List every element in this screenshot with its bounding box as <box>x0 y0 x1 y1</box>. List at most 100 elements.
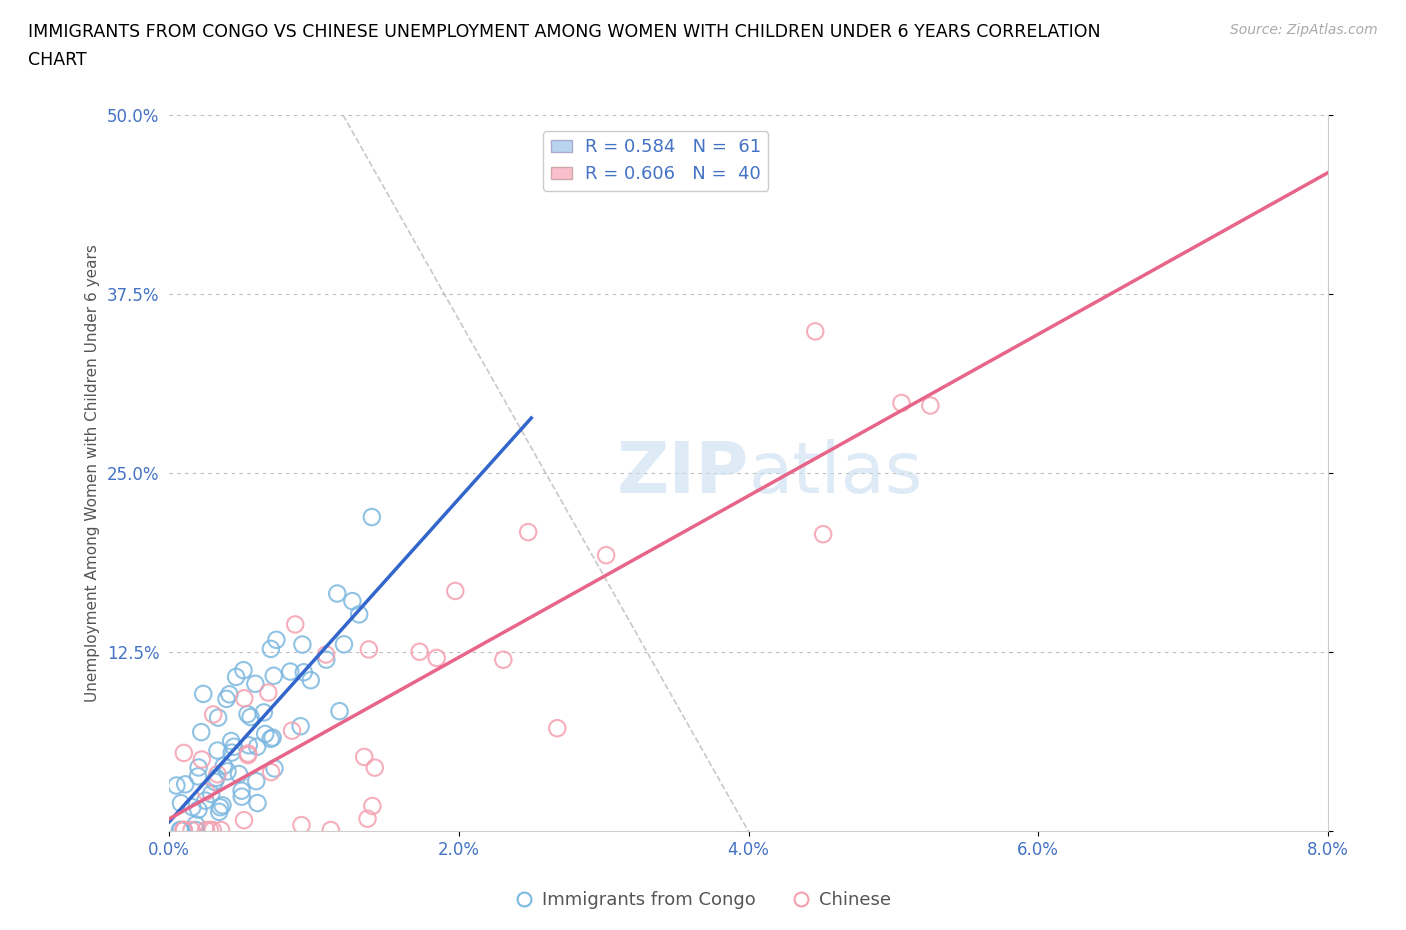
Point <box>811 526 834 541</box>
Point <box>209 800 232 815</box>
Point <box>207 767 229 782</box>
Point <box>207 743 229 758</box>
Point <box>236 746 259 761</box>
Point <box>165 778 187 793</box>
Point <box>292 665 315 680</box>
Text: atlas: atlas <box>748 439 922 508</box>
Point <box>245 774 267 789</box>
Text: Source: ZipAtlas.com: Source: ZipAtlas.com <box>1230 23 1378 37</box>
Point <box>184 817 207 831</box>
Point <box>290 817 312 832</box>
Point <box>181 800 204 815</box>
Point <box>595 548 617 563</box>
Point <box>187 760 209 775</box>
Point <box>290 719 312 734</box>
Point <box>517 525 540 539</box>
Point <box>218 687 240 702</box>
Point <box>217 764 239 778</box>
Point <box>233 813 256 828</box>
Legend: R = 0.584   N =  61, R = 0.606   N =  40: R = 0.584 N = 61, R = 0.606 N = 40 <box>543 131 768 191</box>
Point <box>444 583 467 598</box>
Point <box>426 650 449 665</box>
Point <box>347 607 370 622</box>
Point <box>319 823 342 838</box>
Point <box>219 734 242 749</box>
Point <box>236 707 259 722</box>
Point <box>228 766 250 781</box>
Point <box>253 705 276 720</box>
Point <box>169 823 191 838</box>
Point <box>170 823 193 838</box>
Text: Unemployment Among Women with Children Under 6 years: Unemployment Among Women with Children U… <box>86 245 100 702</box>
Point <box>315 647 337 662</box>
Point <box>173 823 195 838</box>
Point <box>187 803 209 817</box>
Point <box>225 670 247 684</box>
Point <box>173 746 195 761</box>
Point <box>246 739 269 754</box>
Point <box>215 691 238 706</box>
Point <box>231 790 253 804</box>
Point <box>195 823 218 838</box>
Point <box>284 617 307 631</box>
Point <box>201 823 224 838</box>
Point <box>360 510 382 525</box>
Point <box>231 783 253 798</box>
Point <box>194 793 217 808</box>
Point <box>299 672 322 687</box>
Point <box>187 769 209 784</box>
Point <box>260 642 283 657</box>
Point <box>291 637 314 652</box>
Point <box>180 823 202 838</box>
Point <box>236 748 259 763</box>
Point <box>361 799 384 814</box>
Point <box>198 823 221 838</box>
Point <box>254 726 277 741</box>
Point <box>211 798 233 813</box>
Point <box>260 764 283 779</box>
Point <box>920 398 942 413</box>
Point <box>212 758 235 773</box>
Point <box>333 637 356 652</box>
Point <box>262 730 284 745</box>
Point <box>232 663 254 678</box>
Point <box>328 704 350 719</box>
Point <box>890 395 912 410</box>
Point <box>233 691 256 706</box>
Point <box>238 737 260 752</box>
Point <box>281 724 304 738</box>
Text: CHART: CHART <box>28 51 87 69</box>
Point <box>208 804 231 819</box>
Point <box>364 760 387 775</box>
Point <box>263 669 285 684</box>
Point <box>205 770 228 785</box>
Point <box>170 796 193 811</box>
Point <box>202 707 225 722</box>
Point <box>315 652 337 667</box>
Point <box>492 652 515 667</box>
Point <box>173 823 195 838</box>
Point <box>195 784 218 799</box>
Point <box>257 685 280 700</box>
Point <box>353 750 375 764</box>
Point <box>190 724 212 739</box>
Text: IMMIGRANTS FROM CONGO VS CHINESE UNEMPLOYMENT AMONG WOMEN WITH CHILDREN UNDER 6 : IMMIGRANTS FROM CONGO VS CHINESE UNEMPLO… <box>28 23 1101 41</box>
Point <box>184 823 207 838</box>
Point <box>357 642 380 657</box>
Point <box>263 761 285 776</box>
Point <box>222 739 245 754</box>
Point <box>408 644 430 659</box>
Point <box>546 721 568 736</box>
Point <box>356 811 378 826</box>
Point <box>174 777 197 791</box>
Point <box>239 710 262 724</box>
Point <box>204 775 226 790</box>
Point <box>804 324 827 339</box>
Point <box>266 632 288 647</box>
Point <box>245 676 267 691</box>
Point <box>221 745 243 760</box>
Point <box>209 823 232 838</box>
Legend: Immigrants from Congo, Chinese: Immigrants from Congo, Chinese <box>508 884 898 916</box>
Point <box>278 664 301 679</box>
Point <box>200 787 222 802</box>
